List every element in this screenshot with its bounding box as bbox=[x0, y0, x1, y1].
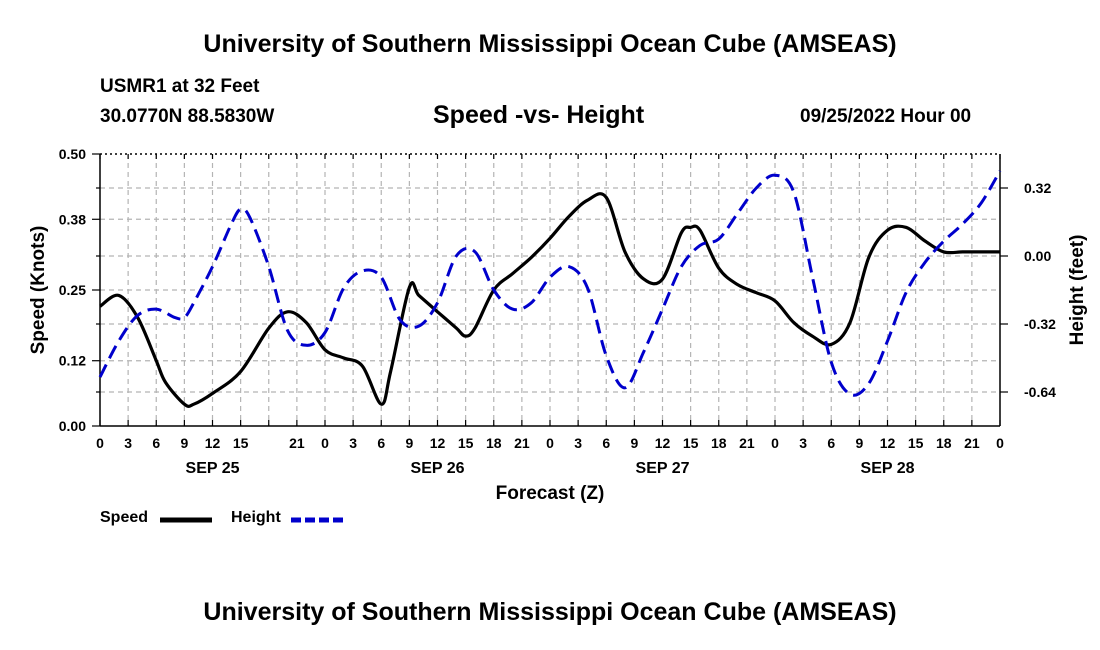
chart-subtitle: Speed -vs- Height bbox=[433, 101, 645, 129]
height-series-line bbox=[98, 170, 1002, 397]
x-tick-label: 12 bbox=[655, 435, 671, 451]
x-tick-label: 0 bbox=[546, 435, 554, 451]
day-label: SEP 26 bbox=[411, 460, 465, 477]
x-tick-label: 6 bbox=[827, 435, 835, 451]
x-tick-label: 3 bbox=[124, 435, 132, 451]
y-tick-label: 0.00 bbox=[59, 418, 86, 434]
day-label: SEP 27 bbox=[636, 460, 690, 477]
x-tick-label: 12 bbox=[205, 435, 221, 451]
y2-axis-label: Height (feet) bbox=[1067, 235, 1088, 346]
legend-height-label: Height bbox=[231, 509, 281, 526]
x-tick-label: 6 bbox=[377, 435, 385, 451]
legend-speed-label: Speed bbox=[100, 509, 149, 526]
y-tick-label: 0.12 bbox=[59, 353, 86, 369]
day-label: SEP 28 bbox=[861, 460, 915, 477]
x-tick-label: 3 bbox=[574, 435, 582, 451]
x-tick-label: 21 bbox=[739, 435, 755, 451]
x-tick-label: 15 bbox=[908, 435, 924, 451]
y-tick-label: 0.25 bbox=[59, 282, 86, 298]
x-tick-label: 9 bbox=[405, 435, 413, 451]
x-tick-label: 12 bbox=[430, 435, 446, 451]
x-tick-label: 18 bbox=[711, 435, 727, 451]
speed-series-line bbox=[99, 192, 1000, 408]
x-tick-label: 0 bbox=[96, 435, 104, 451]
x-tick-label: 0 bbox=[996, 435, 1004, 451]
footer-title: University of Southern Mississippi Ocean… bbox=[203, 598, 897, 626]
forecast-datetime: 09/25/2022 Hour 00 bbox=[800, 106, 972, 127]
x-tick-label: 9 bbox=[180, 435, 188, 451]
x-tick-label: 9 bbox=[630, 435, 638, 451]
coordinates-label: 30.0770N 88.5830W bbox=[100, 106, 275, 127]
x-tick-label: 18 bbox=[936, 435, 952, 451]
x-axis-label: Forecast (Z) bbox=[496, 483, 605, 504]
x-tick-label: 0 bbox=[771, 435, 779, 451]
y2-tick-label: -0.32 bbox=[1024, 316, 1056, 332]
x-tick-label: 15 bbox=[233, 435, 249, 451]
y-tick-label: 0.50 bbox=[59, 146, 86, 162]
chart-title: University of Southern Mississippi Ocean… bbox=[203, 30, 897, 58]
y2-tick-label: 0.32 bbox=[1024, 180, 1051, 196]
x-tick-label: 15 bbox=[683, 435, 699, 451]
day-label: SEP 25 bbox=[186, 460, 240, 477]
y2-tick-label: 0.00 bbox=[1024, 248, 1051, 264]
y2-tick-label: -0.64 bbox=[1024, 384, 1056, 400]
chart-svg: 0 3 6 9 12 15 21 0 3 6 9 12 15 18 21 0 3 6 9 12 15 18 21 0 3 6 9 12… bbox=[28, 146, 1088, 523]
x-tick-label: 3 bbox=[349, 435, 357, 451]
x-tick-label: 15 bbox=[458, 435, 474, 451]
y-tick-label: 0.38 bbox=[59, 211, 86, 227]
x-tick-label: 0 bbox=[321, 435, 329, 451]
x-tick-label: 21 bbox=[964, 435, 980, 451]
x-tick-label: 12 bbox=[880, 435, 896, 451]
x-tick-label: 6 bbox=[152, 435, 160, 451]
x-tick-label: 21 bbox=[514, 435, 530, 451]
station-label: USMR1 at 32 Feet bbox=[100, 76, 260, 97]
x-tick-label: 3 bbox=[799, 435, 807, 451]
x-tick-label: 21 bbox=[289, 435, 305, 451]
x-tick-label: 18 bbox=[486, 435, 502, 451]
x-tick-label: 9 bbox=[855, 435, 863, 451]
y-axis-label: Speed (Knots) bbox=[28, 226, 49, 355]
x-tick-label: 6 bbox=[602, 435, 610, 451]
